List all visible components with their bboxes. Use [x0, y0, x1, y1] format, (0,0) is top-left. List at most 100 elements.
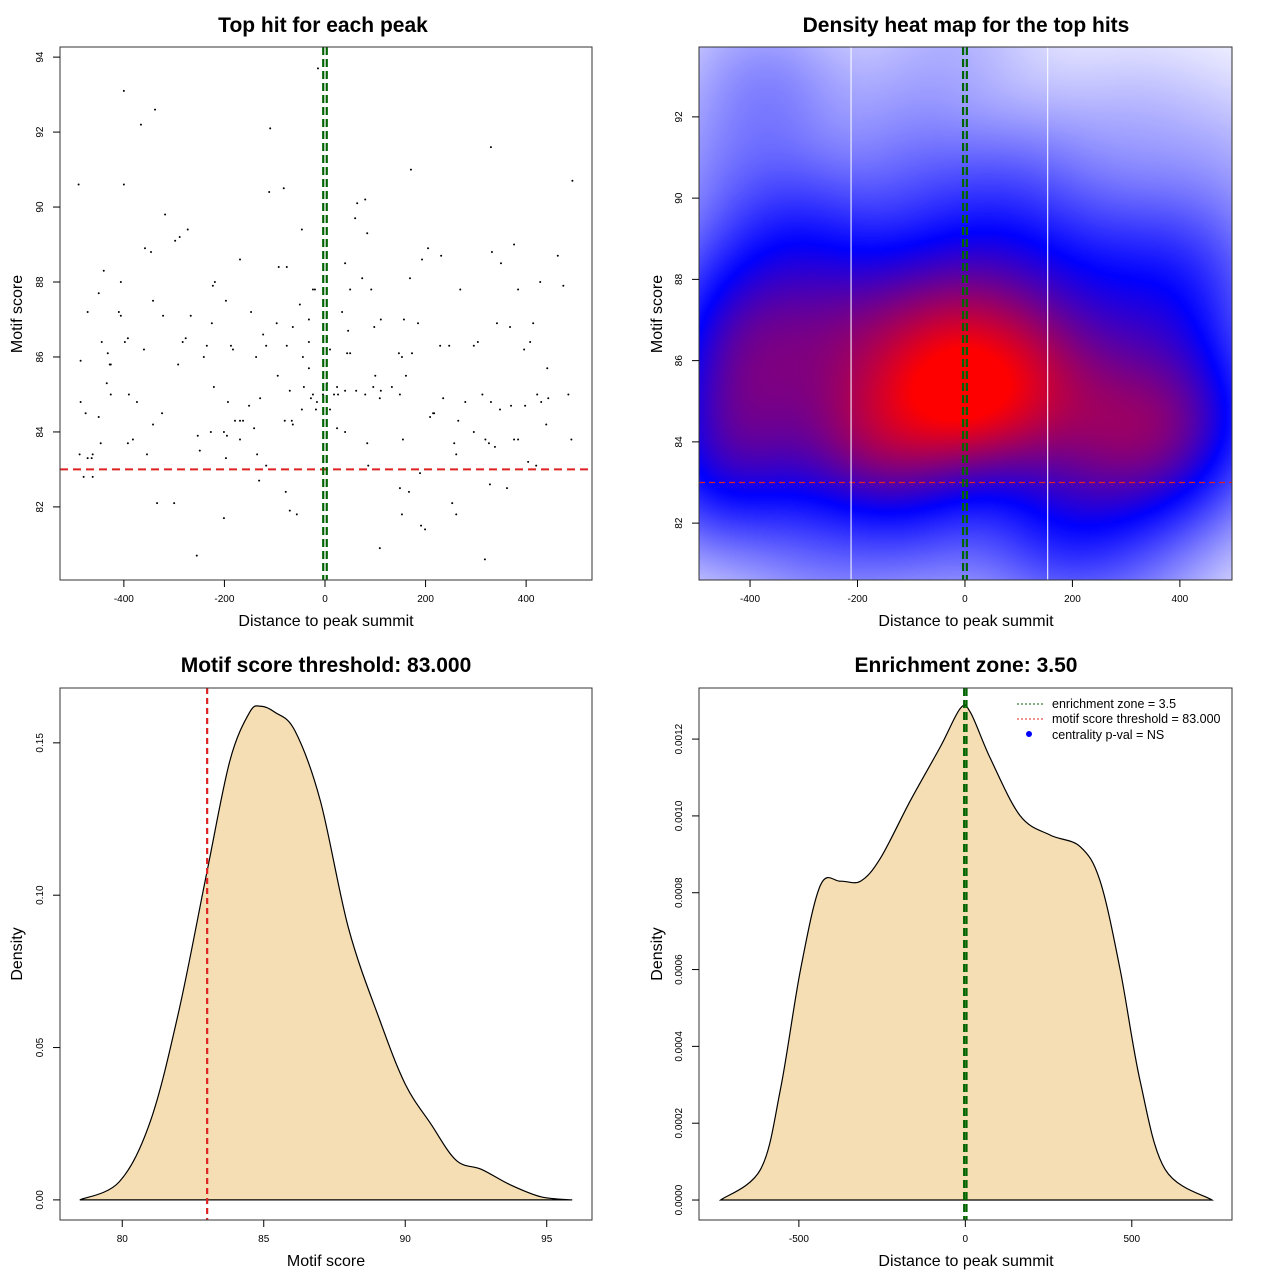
legend-centrality-label: centrality p-val = NS — [1052, 728, 1164, 742]
x-tick-label: 400 — [518, 594, 535, 605]
data-point — [540, 400, 543, 403]
data-point — [349, 288, 352, 291]
data-point — [367, 464, 370, 467]
data-point — [499, 262, 502, 265]
data-point — [344, 262, 347, 265]
data-point — [224, 457, 227, 460]
data-point — [231, 348, 234, 351]
data-point — [184, 337, 187, 340]
data-point — [517, 438, 520, 441]
data-point — [517, 288, 520, 291]
data-point — [288, 509, 291, 512]
data-point — [205, 344, 208, 347]
y-tick-label: 84 — [674, 436, 685, 448]
data-point — [285, 344, 288, 347]
y-tick-label: 94 — [35, 51, 46, 63]
data-point — [535, 464, 538, 467]
data-point — [329, 408, 332, 411]
score-density-ylabel: Density — [9, 927, 26, 980]
x-tick-label: -200 — [214, 594, 234, 605]
data-point — [347, 329, 350, 332]
data-point — [344, 430, 347, 433]
data-point — [106, 352, 109, 355]
data-point — [354, 217, 357, 220]
data-point — [424, 528, 427, 531]
data-point — [156, 502, 159, 505]
x-tick-label: -400 — [740, 594, 760, 605]
data-point — [513, 438, 516, 441]
data-point — [139, 123, 142, 126]
data-point — [222, 430, 225, 433]
data-point — [164, 213, 167, 216]
data-point — [509, 325, 512, 328]
data-point — [372, 385, 375, 388]
heatmap-xlabel: Distance to peak summit — [878, 613, 1054, 630]
data-point — [337, 393, 340, 396]
data-point — [298, 303, 301, 306]
x-tick-label: 85 — [258, 1234, 270, 1245]
data-point — [401, 438, 404, 441]
y-tick-label: 0.0000 — [674, 1184, 685, 1215]
x-tick-label: 400 — [1172, 594, 1189, 605]
data-point — [379, 318, 382, 321]
data-point — [119, 281, 122, 284]
data-point — [433, 412, 436, 415]
data-point — [211, 284, 214, 287]
panel-score-density: Motif score threshold: 83.000 Motif scor… — [9, 654, 593, 1270]
data-point — [333, 393, 336, 396]
data-point — [400, 513, 403, 516]
x-tick-label: 500 — [1123, 1234, 1140, 1245]
data-point — [284, 490, 287, 493]
legend-threshold-label: motif score threshold = 83.000 — [1052, 712, 1221, 726]
data-point — [288, 389, 291, 392]
data-point — [539, 281, 542, 284]
data-point — [265, 344, 268, 347]
data-point — [457, 419, 460, 422]
data-point — [233, 419, 236, 422]
data-point — [364, 198, 367, 201]
panel-distance-density: Enrichment zone: 3.50 Distance to peak s… — [649, 654, 1233, 1270]
data-point — [78, 453, 81, 456]
data-point — [283, 419, 286, 422]
data-point — [420, 524, 423, 527]
data-point — [242, 419, 245, 422]
x-tick-label: 0 — [322, 594, 328, 605]
data-point — [366, 232, 369, 235]
scatter-xlabel: Distance to peak summit — [238, 613, 414, 630]
data-point — [336, 427, 339, 430]
data-point — [407, 490, 410, 493]
data-point — [571, 179, 574, 182]
data-point — [181, 340, 184, 343]
data-point — [356, 202, 359, 205]
y-tick-label: 0.15 — [35, 733, 46, 753]
x-tick-label: -500 — [789, 1234, 809, 1245]
data-point — [224, 299, 227, 302]
data-point — [506, 487, 509, 490]
heatmap-ylabel: Motif score — [649, 275, 666, 353]
x-tick-label: 0 — [963, 1234, 969, 1245]
data-point — [398, 393, 401, 396]
data-point — [402, 318, 405, 321]
data-point — [378, 397, 381, 400]
plot-frame — [59, 687, 593, 1221]
data-point — [567, 393, 570, 396]
data-point — [161, 412, 164, 415]
legend: enrichment zone = 3.5 motif score thresh… — [1017, 697, 1221, 742]
y-tick-label: 0.0010 — [674, 800, 685, 831]
data-point — [315, 400, 318, 403]
y-tick-label: 90 — [674, 192, 685, 204]
data-point — [295, 513, 298, 516]
data-point — [195, 554, 198, 557]
data-point — [404, 374, 407, 377]
data-point — [90, 457, 93, 460]
y-tick-label: 88 — [674, 273, 685, 285]
plot-frame — [698, 46, 1233, 581]
data-point — [97, 415, 100, 418]
x-tick-label: 95 — [541, 1234, 553, 1245]
data-point — [313, 288, 316, 291]
data-point — [481, 393, 484, 396]
data-point — [127, 393, 130, 396]
y-tick-label: 86 — [674, 355, 685, 367]
data-point — [135, 400, 138, 403]
